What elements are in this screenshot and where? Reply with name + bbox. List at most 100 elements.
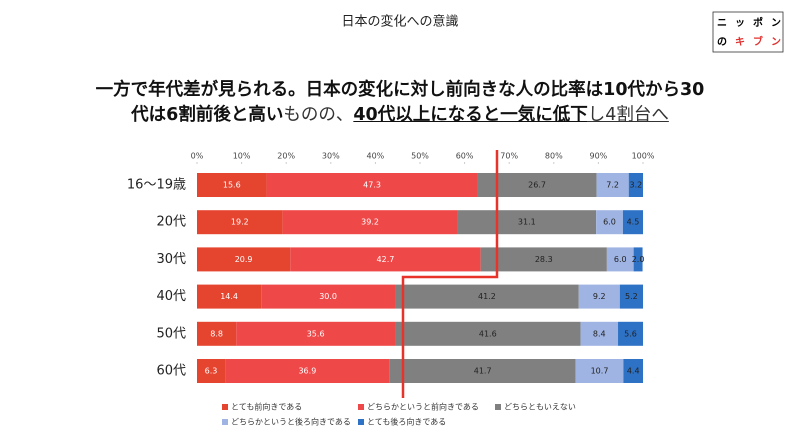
bar-segment — [575, 359, 624, 383]
bar-segment — [619, 284, 643, 309]
x-tick-label: 50% — [411, 152, 429, 161]
data-label: 26.7 — [528, 181, 546, 190]
logo-char: ブ — [753, 35, 763, 48]
headline-part: し4割台へ — [587, 105, 669, 125]
bar-segment — [236, 321, 396, 346]
data-label: 2.0 — [632, 255, 645, 264]
bar-segment — [633, 247, 643, 272]
data-label: 35.6 — [307, 329, 325, 338]
y-tick-label: 60代 — [156, 364, 186, 379]
data-label: 8.8 — [210, 329, 223, 338]
headline-line2: 代は6割前後と高いものの、40代以上になると一気に低下し4割台へ — [0, 101, 800, 126]
x-tick-label: 60% — [456, 152, 474, 161]
bar-segment — [395, 284, 579, 309]
logo-box — [712, 11, 784, 53]
legend-swatch — [222, 419, 228, 425]
data-label: 42.7 — [377, 255, 395, 264]
bar-segment — [290, 247, 481, 272]
legend-label: どちらかというと前向きである — [367, 402, 479, 412]
x-tick-label: 20% — [277, 152, 295, 161]
bar-segment — [197, 173, 267, 197]
data-label: 41.7 — [474, 367, 492, 376]
data-label: 41.2 — [478, 292, 496, 301]
bar-segment — [225, 359, 390, 383]
bar-segment — [197, 321, 237, 346]
data-label: 7.2 — [606, 181, 619, 190]
data-label: 6.0 — [603, 218, 616, 227]
data-label: 47.3 — [363, 181, 381, 190]
data-label: 36.9 — [298, 367, 316, 376]
y-tick-label: 40代 — [156, 289, 186, 304]
slide-title: 日本の変化への意識 — [341, 14, 458, 30]
bar-segment — [457, 210, 597, 235]
bar-segment — [389, 359, 576, 383]
y-tick-label: 50代 — [156, 326, 186, 341]
data-label: 41.6 — [479, 329, 497, 338]
headline-part: ものの、 — [283, 105, 354, 125]
data-label: 6.3 — [205, 367, 218, 376]
legend-swatch — [495, 404, 501, 410]
bar-segment — [282, 210, 458, 235]
bar-segment — [618, 321, 643, 346]
x-tick-label: 0% — [191, 152, 204, 161]
data-label: 4.5 — [627, 218, 640, 227]
headline-line1: 一方で年代差が見られる。日本の変化に対し前向きな人の比率は10代から30 — [95, 80, 705, 100]
y-tick-label: 16～19歳 — [127, 178, 186, 193]
bar-segment — [596, 173, 629, 197]
bar-segment — [596, 210, 623, 235]
y-tick-label: 30代 — [156, 252, 186, 267]
legend-swatch — [358, 404, 364, 410]
legend-swatch — [358, 419, 364, 425]
bar-segment — [580, 321, 619, 346]
logo-char: の — [717, 37, 727, 48]
data-label: 5.2 — [625, 292, 638, 301]
logo-char: ン — [771, 37, 781, 48]
x-tick-label: 10% — [233, 152, 251, 161]
bar-segment — [197, 247, 291, 272]
legend-label: どちらともいえない — [504, 403, 576, 412]
data-label: 15.6 — [223, 181, 241, 190]
data-label: 5.6 — [624, 329, 637, 338]
bar-segment — [395, 321, 581, 346]
data-label: 31.1 — [518, 218, 536, 227]
logo-char: ン — [771, 18, 781, 29]
bar-segment — [261, 284, 396, 309]
data-label: 39.2 — [361, 218, 379, 227]
data-label: 9.2 — [593, 292, 606, 301]
data-label: 3.2 — [629, 181, 642, 190]
data-label: 19.2 — [231, 218, 249, 227]
legend-swatch — [222, 404, 228, 410]
logo-char: ッ — [735, 18, 745, 29]
legend-label: とても後ろ向きである — [367, 417, 446, 427]
x-tick-label: 70% — [500, 152, 518, 161]
bar-segment — [266, 173, 478, 197]
headline-part: 代は6割前後と高い — [131, 105, 284, 125]
x-tick-label: 100% — [632, 152, 655, 161]
headline-part: 40代以上になると一気に低下 — [353, 105, 588, 125]
x-tick-label: 30% — [322, 152, 340, 161]
data-label: 28.3 — [535, 255, 553, 264]
data-label: 10.7 — [591, 367, 609, 376]
logo-char: ニ — [717, 18, 727, 29]
data-label: 30.0 — [319, 292, 337, 301]
data-label: 4.4 — [627, 367, 640, 376]
bar-segment — [623, 359, 643, 383]
logo: ニ ッ ポ ン の キ ブ ン — [717, 16, 781, 48]
bar-segment — [628, 173, 643, 197]
y-tick-label: 20代 — [156, 215, 186, 230]
bar-segment — [197, 210, 283, 235]
legend-label: とても前向きである — [231, 402, 302, 412]
bar-segment — [480, 247, 607, 272]
data-label: 8.4 — [593, 329, 606, 338]
x-tick-label: 40% — [367, 152, 385, 161]
highlight-line — [401, 150, 499, 398]
bar-segment — [606, 247, 634, 272]
data-label: 6.0 — [614, 255, 627, 264]
data-label: 14.4 — [220, 292, 238, 301]
bar-segment — [578, 284, 620, 309]
bar-segment — [197, 359, 226, 383]
logo-char: ポ — [753, 16, 763, 29]
logo-char: キ — [735, 36, 745, 48]
